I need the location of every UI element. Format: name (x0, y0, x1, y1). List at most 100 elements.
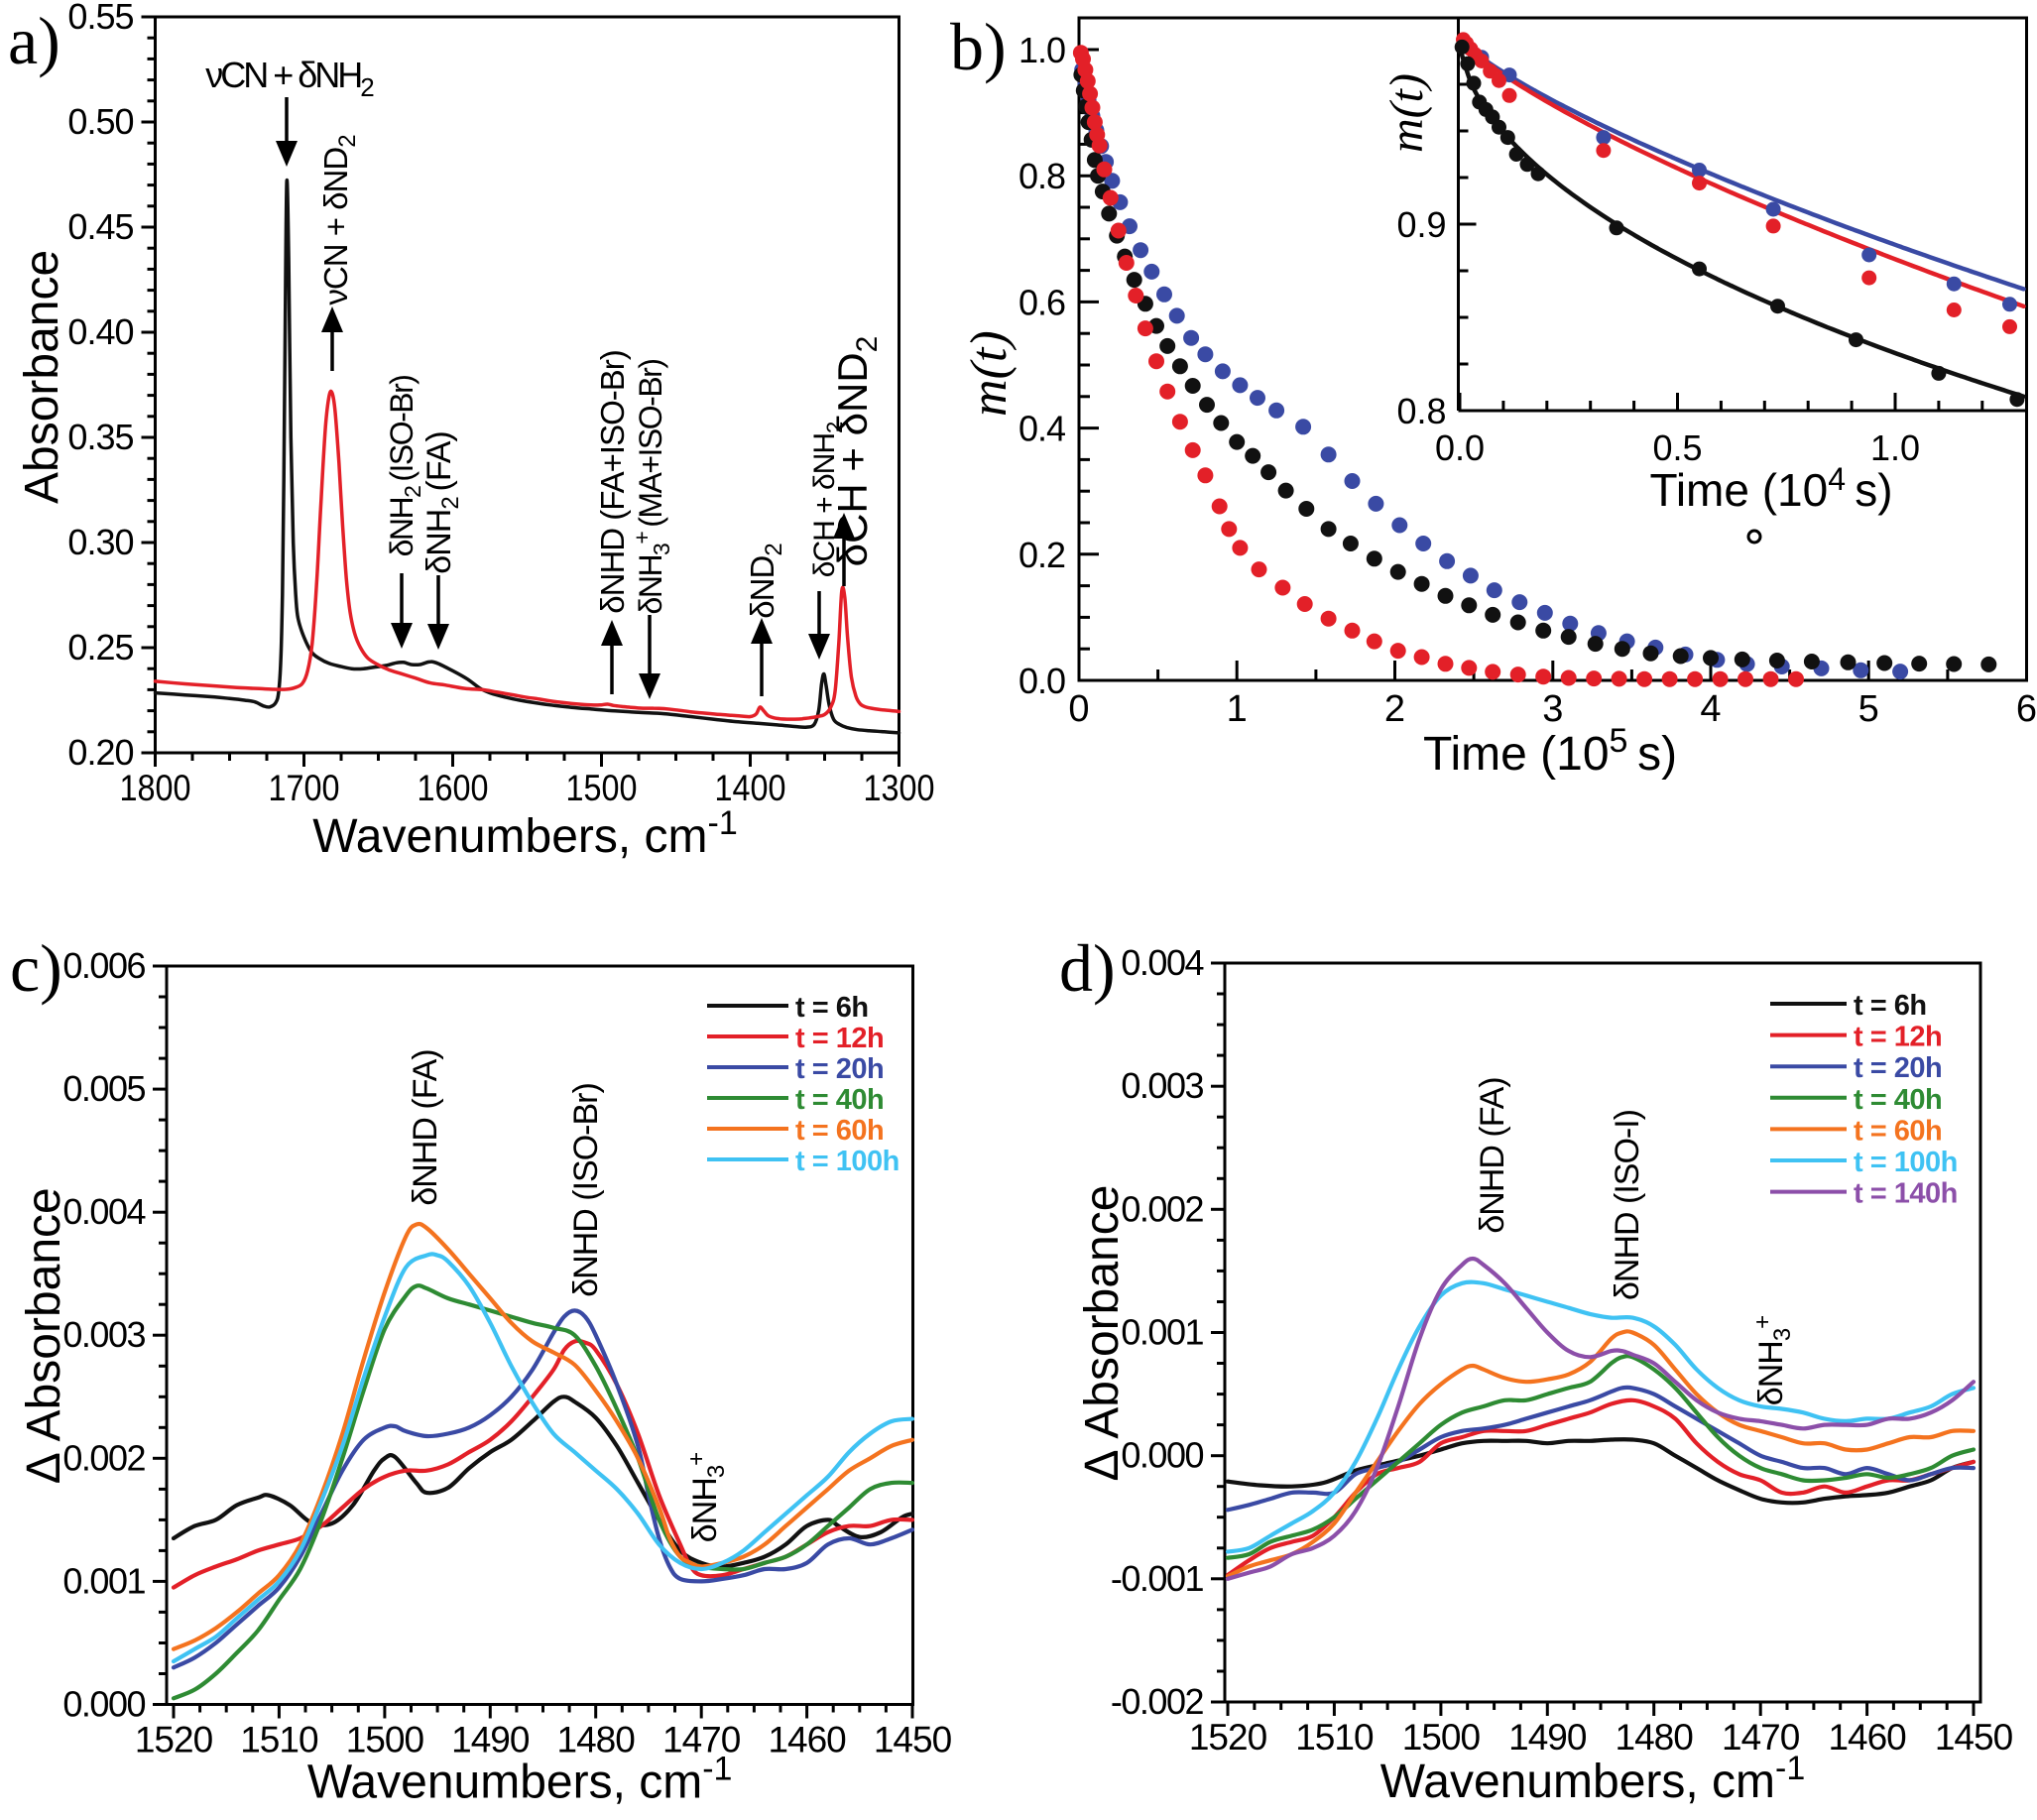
svg-text:-0.002: -0.002 (1111, 1681, 1204, 1722)
svg-text:1460: 1460 (1828, 1717, 1906, 1758)
svg-text:1450: 1450 (1935, 1717, 2013, 1758)
svg-text:1520: 1520 (1189, 1717, 1267, 1758)
svg-text:1470: 1470 (662, 1720, 741, 1760)
svg-text:1500: 1500 (566, 768, 638, 808)
svg-text:0.003: 0.003 (62, 1314, 145, 1355)
svg-text:0.25: 0.25 (67, 627, 133, 667)
svg-text:δNH3+ (MA+ISO-Br): δNH3+ (MA+ISO-Br) (629, 360, 674, 615)
svg-text:Time (105 s): Time (105 s) (1423, 722, 1677, 781)
svg-text:Time (104 s): Time (104 s) (1649, 461, 1892, 516)
svg-text:t = 20h: t = 20h (1854, 1052, 1942, 1084)
svg-text:4: 4 (1700, 688, 1721, 730)
svg-text:1700: 1700 (269, 768, 340, 808)
svg-text:1800: 1800 (120, 768, 191, 808)
svg-text:1470: 1470 (1722, 1717, 1800, 1758)
svg-text:0.8: 0.8 (1018, 156, 1065, 196)
svg-text:δNH2 (ISO-Br): δNH2 (ISO-Br) (384, 376, 425, 557)
svg-text:1: 1 (1227, 688, 1248, 730)
svg-text:1450: 1450 (874, 1720, 952, 1760)
svg-text:0.40: 0.40 (67, 311, 133, 352)
svg-text:δNHD (FA): δNHD (FA) (407, 1049, 444, 1205)
svg-text:0.000: 0.000 (62, 1684, 145, 1725)
svg-text:1520: 1520 (135, 1720, 213, 1760)
svg-text:δNH3+: δNH3+ (683, 1453, 730, 1542)
svg-text:1510: 1510 (240, 1720, 318, 1760)
svg-text:0.004: 0.004 (1121, 942, 1203, 983)
svg-text:0.6: 0.6 (1018, 282, 1065, 322)
svg-text:6: 6 (2016, 688, 2037, 730)
svg-text:0.004: 0.004 (62, 1191, 145, 1232)
svg-text:1490: 1490 (451, 1720, 530, 1760)
svg-text:d): d) (1059, 930, 1116, 1006)
svg-text:t = 20h: t = 20h (795, 1053, 884, 1085)
svg-text:c): c) (10, 930, 62, 1006)
svg-text:δNHD (FA): δNHD (FA) (1474, 1077, 1511, 1233)
svg-text:m(t): m(t) (1380, 73, 1433, 153)
svg-text:δNH3+: δNH3+ (1749, 1316, 1796, 1405)
svg-text:0.002: 0.002 (62, 1437, 145, 1478)
svg-text:t = 60h: t = 60h (1854, 1115, 1942, 1147)
svg-text:0.000: 0.000 (1121, 1435, 1203, 1476)
svg-text:1.0: 1.0 (1018, 30, 1065, 70)
svg-text:Wavenumbers, cm-1: Wavenumbers, cm-1 (312, 804, 738, 863)
svg-text:t = 100h: t = 100h (1854, 1147, 1958, 1178)
svg-text:m(t): m(t) (961, 330, 1018, 417)
svg-text:δNH2 (FA): δNH2 (FA) (420, 431, 464, 573)
svg-text:0.006: 0.006 (62, 945, 145, 986)
svg-text:1500: 1500 (346, 1720, 424, 1760)
svg-text:Wavenumbers, cm-1: Wavenumbers, cm-1 (1380, 1750, 1806, 1808)
svg-text:a): a) (8, 3, 60, 78)
svg-text:0.8: 0.8 (1396, 391, 1446, 431)
svg-text:0.0: 0.0 (1435, 427, 1485, 468)
svg-text:t = 6h: t = 6h (795, 992, 869, 1024)
svg-text:t = 6h: t = 6h (1854, 990, 1927, 1022)
svg-text:0.9: 0.9 (1396, 204, 1446, 245)
svg-text:Δ Absorbance: Δ Absorbance (1076, 1185, 1129, 1482)
svg-text:0.001: 0.001 (1121, 1312, 1203, 1353)
svg-text:δNHD (ISO-I): δNHD (ISO-I) (1609, 1110, 1646, 1300)
svg-text:0.2: 0.2 (1018, 535, 1065, 575)
svg-text:-0.001: -0.001 (1111, 1558, 1204, 1599)
svg-text:1600: 1600 (418, 768, 489, 808)
svg-text:1300: 1300 (864, 768, 935, 808)
svg-text:3: 3 (1542, 688, 1563, 730)
svg-text:0.4: 0.4 (1018, 409, 1065, 449)
svg-text:0.45: 0.45 (67, 206, 133, 247)
svg-text:5: 5 (1858, 688, 1879, 730)
svg-text:νCN + δND2: νCN + δND2 (317, 135, 361, 305)
svg-text:1460: 1460 (768, 1720, 846, 1760)
svg-text:Wavenumbers, cm-1: Wavenumbers, cm-1 (307, 1751, 733, 1809)
svg-text:1490: 1490 (1508, 1717, 1587, 1758)
svg-text:1480: 1480 (1616, 1717, 1694, 1758)
svg-text:1480: 1480 (557, 1720, 636, 1760)
svg-text:2: 2 (1384, 688, 1405, 730)
svg-text:0.001: 0.001 (62, 1560, 145, 1601)
svg-text:t = 12h: t = 12h (1854, 1022, 1942, 1053)
svg-text:0.30: 0.30 (67, 522, 133, 562)
svg-text:δNHD (ISO-Br): δNHD (ISO-Br) (567, 1083, 605, 1297)
svg-text:0.002: 0.002 (1121, 1188, 1203, 1229)
svg-text:0.20: 0.20 (67, 732, 133, 773)
svg-text:t = 100h: t = 100h (795, 1146, 899, 1177)
svg-text:1.0: 1.0 (1870, 427, 1920, 468)
svg-text:Absorbance: Absorbance (16, 250, 68, 504)
svg-text:1510: 1510 (1295, 1717, 1374, 1758)
svg-text:δNHD (FA+ISO-Br): δNHD (FA+ISO-Br) (594, 350, 631, 613)
svg-text:0.35: 0.35 (67, 417, 133, 457)
svg-text:t = 60h: t = 60h (795, 1115, 884, 1147)
svg-text:t = 40h: t = 40h (1854, 1084, 1942, 1116)
svg-text:δND2: δND2 (744, 544, 787, 619)
svg-text:1400: 1400 (715, 768, 786, 808)
svg-text:0: 0 (1068, 688, 1089, 730)
svg-text:0.005: 0.005 (62, 1068, 145, 1109)
svg-text:t = 140h: t = 140h (1854, 1178, 1958, 1210)
svg-text:Δ Absorbance: Δ Absorbance (18, 1187, 70, 1484)
svg-text:0.0: 0.0 (1018, 661, 1065, 701)
svg-text:0.5: 0.5 (1652, 427, 1702, 468)
svg-text:νCN + δNH2: νCN + δNH2 (205, 55, 374, 102)
svg-text:b): b) (950, 9, 1007, 84)
svg-text:t = 40h: t = 40h (795, 1084, 884, 1116)
svg-text:0.55: 0.55 (67, 0, 133, 37)
svg-text:δCH + δNH2: δCH + δNH2 (808, 422, 847, 577)
svg-text:0.50: 0.50 (67, 101, 133, 142)
